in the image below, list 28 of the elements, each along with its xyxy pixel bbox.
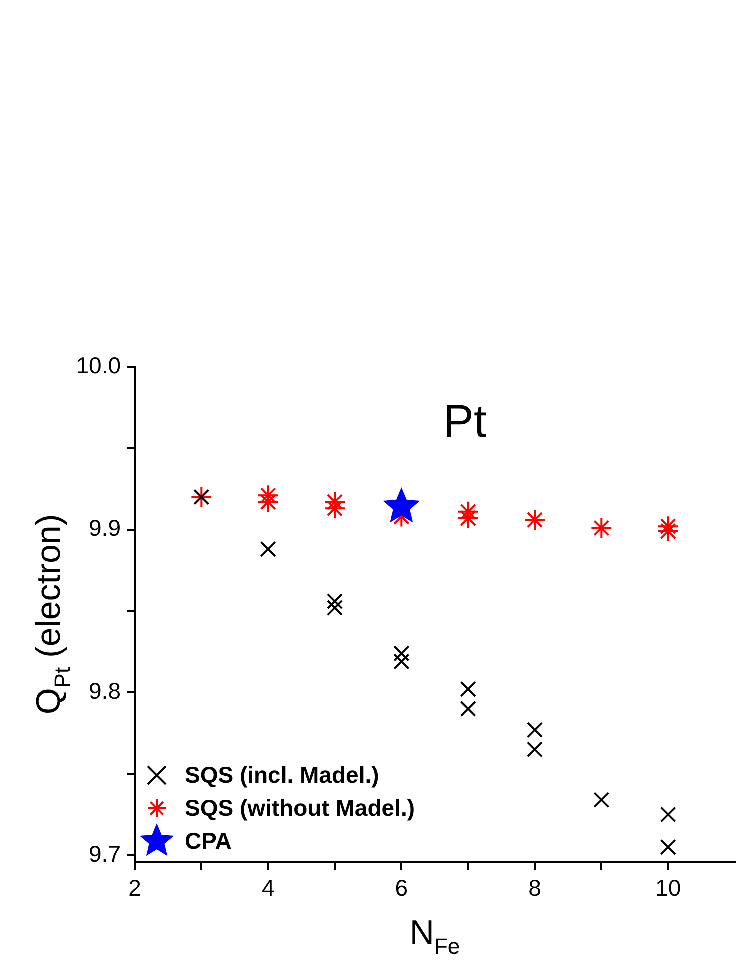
- point: [260, 541, 276, 558]
- legend-label: CPA: [185, 828, 232, 854]
- legend-label: SQS (incl. Madel.): [185, 762, 380, 788]
- point: [590, 517, 613, 540]
- point: [394, 646, 410, 662]
- point: [394, 654, 410, 670]
- x-tick-label: 8: [528, 875, 542, 902]
- y-tick-label: 10.0: [76, 352, 121, 378]
- point: [326, 593, 344, 610]
- point: [594, 792, 610, 808]
- point: [326, 600, 344, 616]
- x-tick-label: 4: [262, 875, 275, 902]
- point: [660, 839, 676, 856]
- y-axis-title: QPt (electron): [30, 514, 76, 715]
- point: [660, 806, 676, 823]
- x-tick-label: 6: [395, 875, 408, 902]
- point: [460, 700, 476, 718]
- point: [524, 509, 546, 532]
- point: [526, 742, 544, 758]
- legend-label: SQS (without Madel.): [185, 794, 415, 821]
- y-tick-label: 9.8: [89, 678, 121, 704]
- y-tick-label: 9.9: [89, 515, 121, 542]
- point: [460, 681, 476, 698]
- x-tick-label: 10: [656, 875, 682, 902]
- y-tick-label: 9.7: [89, 840, 121, 867]
- text: Pt: [443, 395, 487, 447]
- x-tick-label: 2: [128, 875, 142, 902]
- point: [526, 722, 544, 738]
